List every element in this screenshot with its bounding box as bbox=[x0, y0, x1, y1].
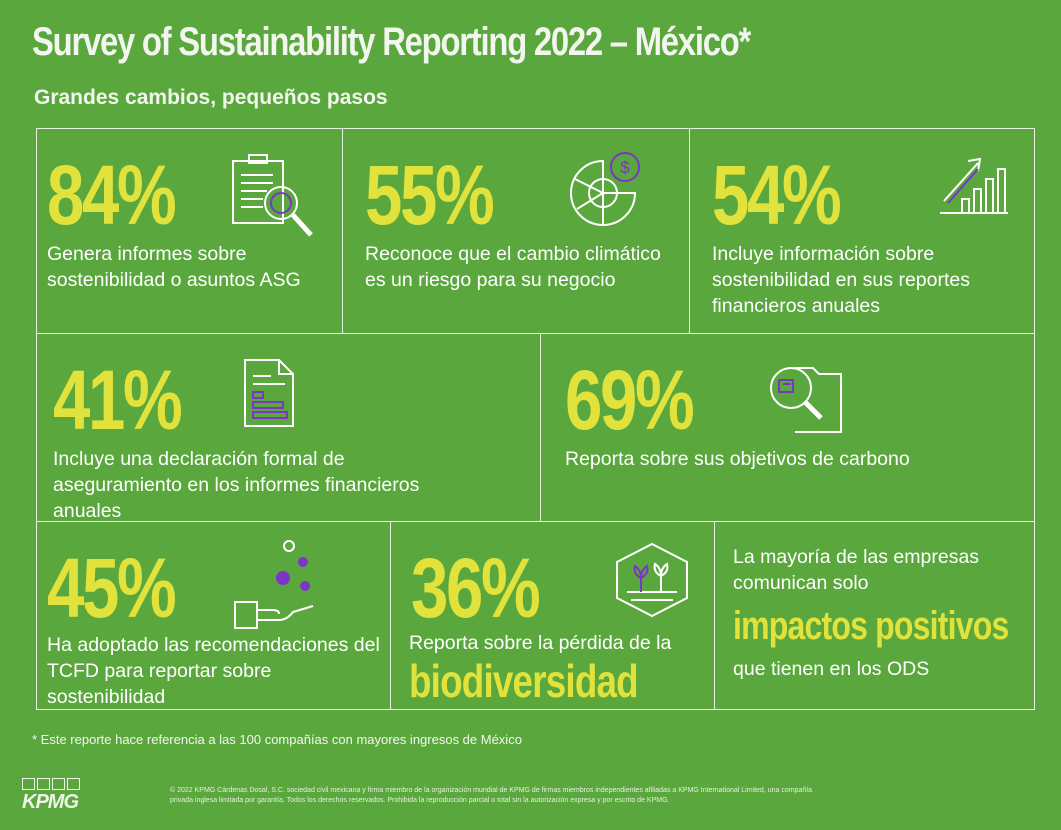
document-icon bbox=[244, 359, 294, 427]
stat-description: Reconoce que el cambio climático es un r… bbox=[365, 243, 661, 291]
page-subtitle: Grandes cambios, pequeños pasos bbox=[34, 86, 388, 109]
stats-row-1: 84% Genera informes sobre sostenibilidad… bbox=[36, 128, 1035, 334]
stat-description: Incluye información sobre sostenibilidad… bbox=[712, 243, 970, 317]
callout-card: La mayoría de las empresas comunican sol… bbox=[714, 522, 1036, 709]
callout-highlight-wrap: impactos positivos bbox=[733, 604, 1061, 648]
logo-wordmark: KPMG bbox=[22, 791, 79, 813]
stat-value: 41% bbox=[53, 353, 183, 447]
stat-value: 69% bbox=[565, 353, 695, 447]
callout-line-1: La mayoría de las empresas comunican sol… bbox=[733, 546, 980, 594]
stat-value: 45% bbox=[47, 541, 177, 635]
stat-description-text: Reporta sobre la pérdida de la bbox=[409, 632, 672, 654]
stats-grid: 84% Genera informes sobre sostenibilidad… bbox=[36, 128, 1035, 710]
stat-card-financial-reports: 54% Incluye información sobre sostenibil… bbox=[689, 129, 1036, 333]
plants-hexagon-icon bbox=[616, 542, 688, 618]
stat-card-biodiversity: 36% Reporta sobre la pérdida de la biodi… bbox=[390, 522, 714, 709]
callout-highlight: impactos positivos bbox=[733, 604, 1009, 648]
growth-chart-icon bbox=[940, 157, 1008, 214]
footnote: * Este reporte hace referencia a las 100… bbox=[32, 732, 522, 747]
svg-text:$: $ bbox=[620, 158, 630, 177]
page-title: Survey of Sustainability Reporting 2022 … bbox=[32, 20, 751, 64]
stats-row-2: 41% Incluye una declaración formal de as… bbox=[36, 333, 1035, 522]
stat-description: Genera informes sobre sostenibilidad o a… bbox=[47, 243, 301, 291]
stat-value: 36% bbox=[411, 541, 541, 635]
stats-row-3: 45% Ha adoptado las recomendaciones del … bbox=[36, 521, 1035, 710]
clipboard-magnifier-icon bbox=[232, 154, 313, 237]
hand-coins-icon bbox=[234, 540, 314, 629]
stat-card-carbon: 69% Reporta sobre sus objetivos de carbo… bbox=[540, 334, 1036, 521]
stat-card-tcfd: 45% Ha adoptado las recomendaciones del … bbox=[37, 522, 390, 709]
stat-description: Ha adoptado las recomendaciones del TCFD… bbox=[47, 634, 380, 708]
stat-card-asg-reports: 84% Genera informes sobre sostenibilidad… bbox=[37, 129, 342, 333]
legal-text: © 2022 KPMG Cárdenas Dosal, S.C. socieda… bbox=[170, 787, 813, 804]
stat-description: Reporta sobre la pérdida de la biodivers… bbox=[409, 630, 709, 706]
kpmg-logo: KPMG bbox=[22, 778, 84, 812]
stat-value: 54% bbox=[712, 148, 842, 242]
stat-description: Reporta sobre sus objetivos de carbono bbox=[565, 448, 910, 470]
stat-value: 55% bbox=[365, 148, 495, 242]
pie-dollar-icon: $ bbox=[570, 152, 640, 226]
folder-magnifier-icon bbox=[770, 367, 842, 433]
stat-description: Incluye una declaración formal de asegur… bbox=[53, 448, 420, 522]
logo-boxes bbox=[22, 778, 84, 790]
stat-value: 84% bbox=[47, 148, 177, 242]
callout-line-2: que tienen en los ODS bbox=[733, 658, 930, 680]
stat-card-assurance: 41% Incluye una declaración formal de as… bbox=[37, 334, 540, 522]
biodiversity-highlight: biodiversidad bbox=[409, 655, 639, 707]
stat-card-climate-risk: 55% Reconoce que el cambio climático es … bbox=[342, 129, 689, 333]
